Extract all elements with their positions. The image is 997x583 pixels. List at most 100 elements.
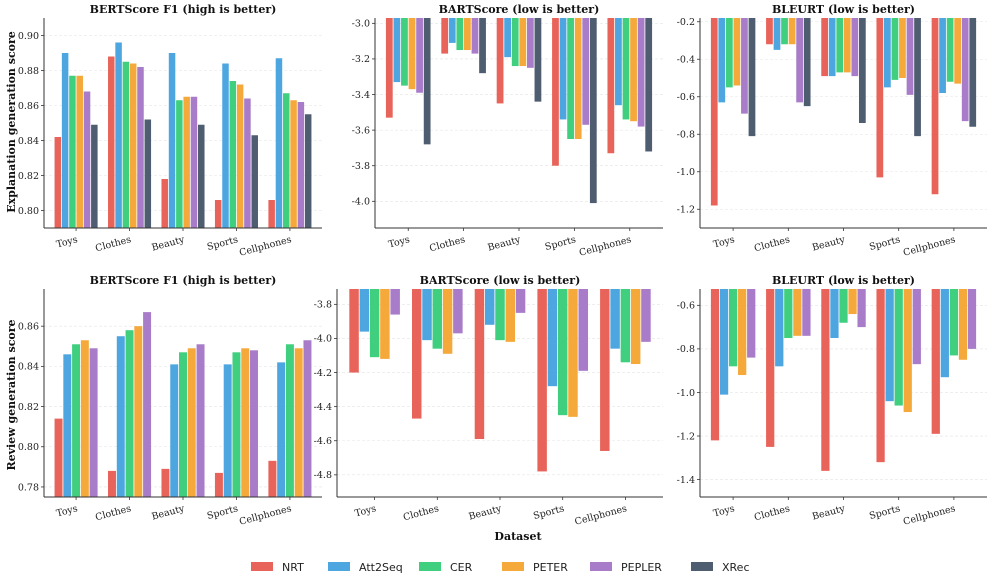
- bar-xrec-toys: [423, 18, 431, 145]
- chart-panel-4: BERTScore F1 (high is better) 0.78 0.80 0.8…: [18, 274, 322, 528]
- legend-swatch: [328, 562, 350, 571]
- y-tick-label: 0.78: [18, 482, 39, 493]
- bar-nrt-sports: [552, 18, 559, 166]
- legend-label: CER: [450, 561, 473, 574]
- bar-pepler-toys: [747, 289, 756, 358]
- legend-item-cer: CER: [419, 561, 473, 574]
- bar-cer-cellphones: [949, 289, 959, 356]
- y-tick-label: 0.80: [18, 442, 39, 453]
- y-tick-label: -4.4: [314, 402, 332, 413]
- bar-peter-beauty: [848, 289, 857, 315]
- row-label-explanation: Explanation generation score: [5, 31, 18, 213]
- chart-title: BERTScore F1 (high is better): [90, 3, 277, 16]
- bar-att2seq-cellphones: [615, 18, 622, 106]
- bar-pepler-cellphones: [967, 289, 977, 349]
- bar-xrec-cellphones: [304, 114, 312, 228]
- x-tick-label: Clothes: [753, 503, 791, 523]
- legend-swatch: [502, 562, 524, 571]
- bar-pepler-sports: [582, 18, 590, 125]
- legend-item-pepler: PEPLER: [590, 561, 662, 574]
- bar-xrec-cellphones: [645, 18, 653, 152]
- bar-att2seq-beauty: [168, 53, 176, 228]
- y-tick-label: -4.2: [314, 368, 332, 379]
- bar-nrt-clothes: [441, 18, 449, 54]
- bar-pepler-beauty: [857, 289, 866, 328]
- bar-cer-clothes: [784, 289, 793, 339]
- x-tick-label: Clothes: [402, 503, 440, 523]
- x-tick-label: Toys: [55, 234, 79, 250]
- bar-pepler-beauty: [515, 289, 526, 313]
- bar-att2seq-clothes: [775, 289, 784, 367]
- bar-pepler-toys: [390, 289, 400, 315]
- chart-title: BERTScore F1 (high is better): [90, 274, 277, 287]
- x-tick-label: Beauty: [811, 234, 847, 253]
- bar-att2seq-toys: [719, 289, 729, 395]
- bar-pepler-cellphones: [303, 340, 312, 497]
- bar-xrec-cellphones: [969, 18, 977, 127]
- x-tick-label: Beauty: [811, 503, 847, 522]
- bar-cer-toys: [72, 344, 81, 497]
- y-tick-label: 0.86: [18, 321, 39, 332]
- bar-pepler-clothes: [453, 289, 463, 334]
- bar-nrt-clothes: [766, 18, 773, 45]
- bar-cer-sports: [232, 352, 241, 497]
- x-tick-label: Sports: [868, 234, 901, 253]
- bar-att2seq-cellphones: [277, 362, 286, 497]
- bar-nrt-beauty: [821, 18, 829, 77]
- bar-pepler-clothes: [802, 289, 811, 336]
- y-tick-label: -3.2: [352, 54, 370, 65]
- bar-pepler-toys: [416, 18, 423, 93]
- bar-pepler-toys: [741, 18, 748, 114]
- chart-panel-5: BARTScore (low is better) -3.8 -4.0 -4.2 -4.…: [314, 274, 663, 528]
- bar-cer-toys: [725, 18, 733, 88]
- y-tick-label: -0.2: [677, 17, 695, 28]
- y-tick-label: 0.88: [18, 66, 39, 77]
- x-tick-label: Beauty: [467, 503, 503, 522]
- y-tick-label: 0.90: [18, 31, 39, 42]
- bar-peter-sports: [899, 18, 906, 78]
- x-tick-label: Toys: [712, 234, 736, 250]
- chart-panel-6: BLEURT (low is better) -0.6 -0.8 -1.0 -1.2 -1…: [677, 274, 987, 528]
- row-label-review: Review generation score: [5, 319, 18, 470]
- legend-label: NRT: [282, 561, 304, 574]
- y-tick-label: -1.2: [677, 205, 695, 216]
- bar-nrt-sports: [876, 289, 885, 463]
- y-tick-label: -0.8: [677, 344, 695, 355]
- x-tick-label: Toys: [712, 503, 736, 519]
- bar-peter-cellphones: [630, 18, 637, 122]
- y-tick-label: 0.84: [18, 136, 39, 147]
- bar-cer-toys: [369, 289, 380, 358]
- bar-att2seq-cellphones: [275, 58, 283, 228]
- y-tick-label: 0.84: [18, 362, 39, 373]
- bar-cer-beauty: [495, 289, 505, 341]
- y-tick-label: -4.0: [314, 334, 332, 345]
- bar-xrec-sports: [589, 18, 597, 204]
- bar-peter-clothes: [464, 18, 471, 51]
- x-tick-label: Clothes: [94, 503, 132, 523]
- bar-peter-clothes: [134, 326, 143, 497]
- bar-peter-toys: [733, 18, 741, 86]
- x-tick-label: Sports: [532, 503, 565, 522]
- bar-att2seq-toys: [359, 289, 370, 332]
- bar-peter-toys: [738, 289, 747, 376]
- bar-pepler-beauty: [196, 344, 205, 497]
- bar-nrt-cellphones: [931, 289, 940, 434]
- bar-xrec-toys: [748, 18, 756, 137]
- bar-nrt-toys: [54, 418, 63, 497]
- bar-nrt-sports: [214, 200, 222, 228]
- x-tick-label: Toys: [55, 503, 79, 519]
- bar-pepler-cellphones: [641, 289, 651, 342]
- legend-label: XRec: [722, 561, 750, 574]
- bar-nrt-toys: [385, 18, 393, 118]
- bar-xrec-clothes: [803, 18, 811, 107]
- bar-pepler-sports: [578, 289, 588, 371]
- bar-pepler-beauty: [190, 96, 198, 228]
- bar-cer-beauty: [839, 289, 848, 323]
- x-tick-label: Toys: [354, 503, 378, 519]
- chart-panel-3: BLEURT (low is better) -0.2 -0.4 -0.6 -0.8 -1…: [677, 3, 987, 259]
- bar-att2seq-beauty: [484, 289, 495, 325]
- bar-xrec-sports: [914, 18, 921, 137]
- bar-peter-toys: [76, 75, 83, 228]
- x-tick-label: Sports: [206, 234, 239, 253]
- bar-cer-toys: [69, 75, 76, 228]
